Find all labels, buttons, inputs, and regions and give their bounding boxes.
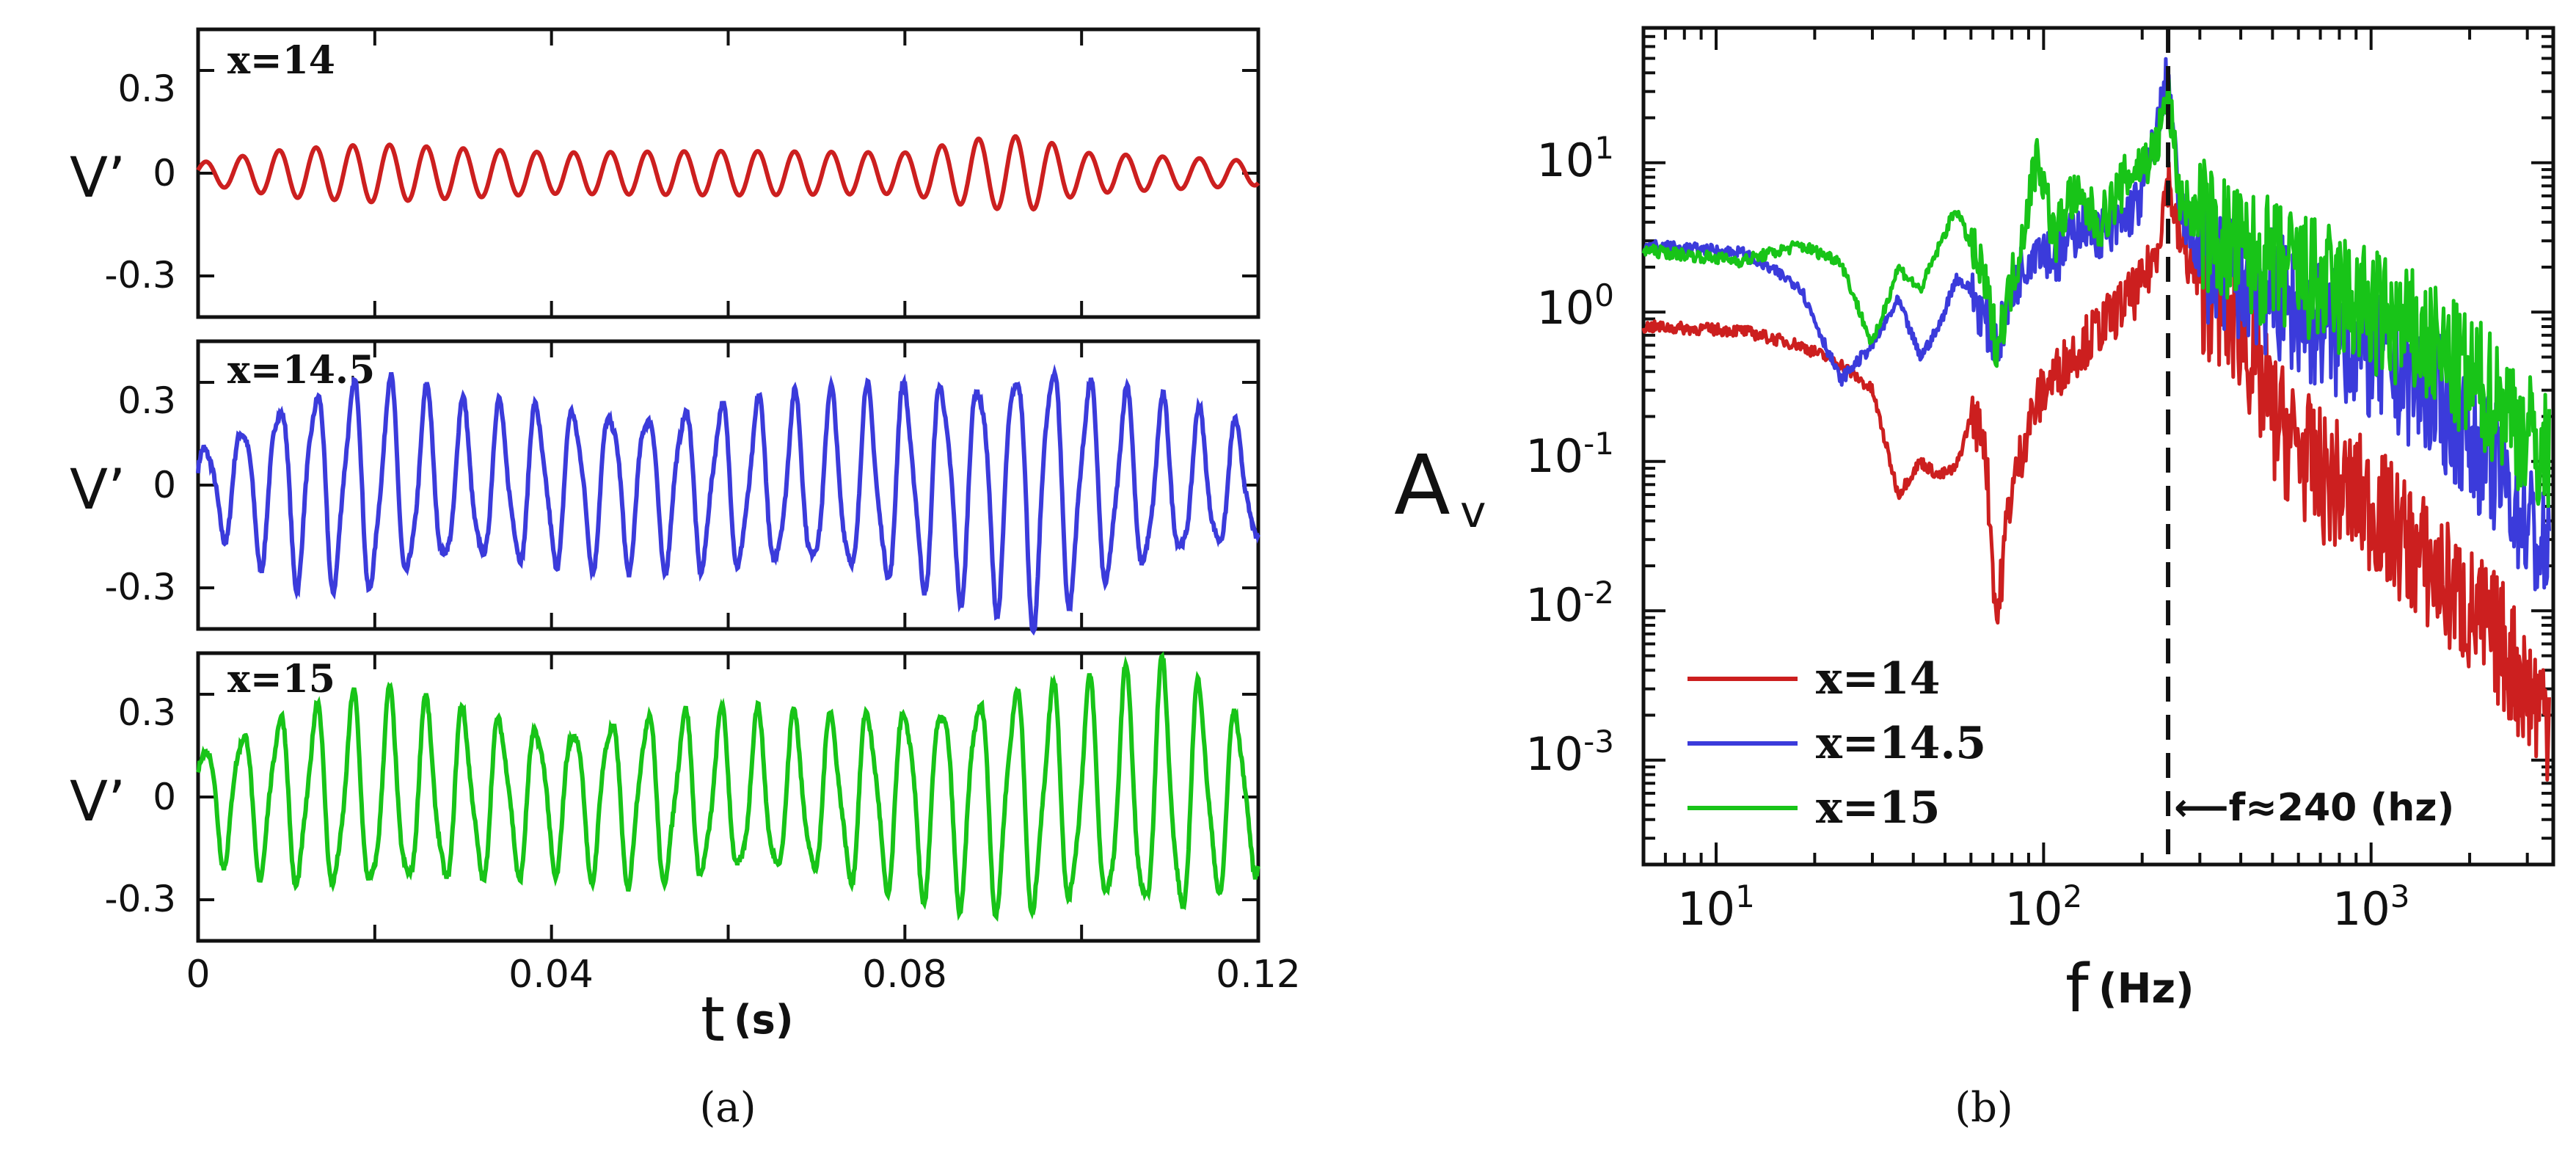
subplot-label: x=14 bbox=[227, 38, 335, 83]
y-tick-label: 0.3 bbox=[117, 691, 176, 734]
x-tick-label: 0 bbox=[186, 953, 210, 997]
series-line-x=14.5 bbox=[1642, 57, 2551, 592]
y-tick-label: 101 bbox=[1536, 130, 1614, 187]
series-line-x14 bbox=[196, 134, 1260, 212]
y-tick-label: 0.3 bbox=[117, 68, 176, 110]
annotation-240hz: ⟵f≈240 (hz) bbox=[2174, 786, 2454, 830]
y-tick-label: -0.3 bbox=[104, 566, 176, 608]
series-line-x=14 bbox=[1641, 161, 2551, 782]
x-tick-label: 103 bbox=[2332, 878, 2410, 936]
x-axis-label: t bbox=[701, 983, 725, 1055]
legend: x=14 x=14.5 x=15 bbox=[1687, 653, 1986, 834]
y-tick-label: -0.3 bbox=[104, 254, 176, 296]
subplot-label: x=15 bbox=[227, 657, 335, 702]
series-line-x=15 bbox=[1641, 78, 2551, 509]
x-tick-label: 0.12 bbox=[1216, 953, 1301, 997]
y-tick-label: 10-1 bbox=[1525, 426, 1614, 483]
x-tick-label: 0.04 bbox=[508, 953, 594, 997]
y-tick-label: 0 bbox=[153, 776, 176, 818]
plot-frame bbox=[1641, 26, 2555, 867]
spectrum-series bbox=[1641, 57, 2551, 782]
legend-label-x15: x=15 bbox=[1816, 782, 1941, 834]
panel-a: x=14 V’ 0.3 0 -0.3 x=14.5 V’ 0.3 0 -0.3 … bbox=[70, 27, 1301, 1132]
panel-b: ⟵f≈240 (hz) 101 100 10-1 10-2 10-3 101 1… bbox=[1394, 26, 2555, 1132]
legend-label-x14.5: x=14.5 bbox=[1816, 718, 1986, 769]
panel-label-a: (a) bbox=[699, 1084, 756, 1132]
y-tick-label: 100 bbox=[1536, 277, 1614, 335]
y-tick-label: -0.3 bbox=[104, 878, 176, 920]
series-line-x15 bbox=[196, 651, 1260, 922]
panel-label-b: (b) bbox=[1955, 1084, 2013, 1132]
x-axis-label: f bbox=[2065, 950, 2090, 1027]
y-axis-label: A bbox=[1394, 438, 1451, 534]
x-axis-unit: (s) bbox=[734, 997, 794, 1043]
y-axis-label-subscript: v bbox=[1460, 487, 1486, 538]
subplot-label: x=14.5 bbox=[227, 348, 375, 393]
y-tick-label: 0 bbox=[153, 464, 176, 506]
y-axis-label: V’ bbox=[70, 145, 125, 210]
subplot-x15: x=15 V’ 0.3 0 -0.3 bbox=[70, 651, 1260, 943]
legend-label-x14: x=14 bbox=[1816, 653, 1941, 705]
subplot-x14: x=14 V’ 0.3 0 -0.3 bbox=[70, 27, 1260, 319]
series-line-x14.5 bbox=[196, 363, 1260, 636]
tick-marks bbox=[197, 653, 1260, 941]
tick-marks bbox=[197, 29, 1260, 317]
y-tick-label: 0 bbox=[153, 152, 176, 194]
y-tick-label: 0.3 bbox=[117, 379, 176, 422]
y-tick-label: 10-3 bbox=[1525, 724, 1614, 781]
y-tick-label: 10-2 bbox=[1525, 575, 1614, 632]
y-axis-label: V’ bbox=[70, 456, 125, 522]
x-tick-label: 102 bbox=[2005, 878, 2083, 936]
x-axis-unit: (Hz) bbox=[2098, 965, 2194, 1013]
x-tick-label: 0.08 bbox=[862, 953, 947, 997]
subplot-x14.5: x=14.5 V’ 0.3 0 -0.3 bbox=[70, 339, 1260, 636]
x-tick-label: 101 bbox=[1677, 878, 1755, 936]
y-axis-label: V’ bbox=[70, 768, 125, 834]
tick-marks bbox=[1642, 26, 2553, 866]
